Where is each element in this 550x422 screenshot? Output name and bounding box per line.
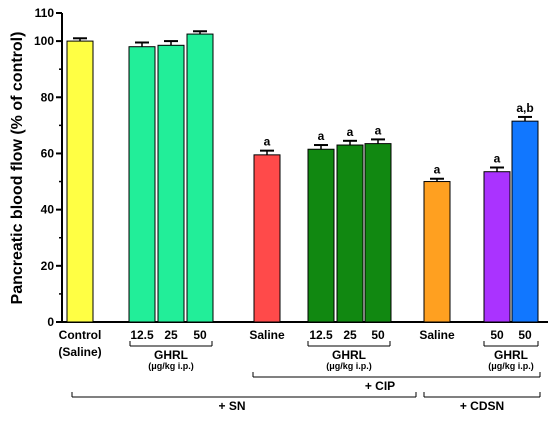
ghrl-label: GHRL xyxy=(494,348,528,362)
x-category-label: 12.5 xyxy=(130,328,154,342)
y-axis-label: Pancreatic blood flow (% of control) xyxy=(9,32,26,305)
bar xyxy=(307,148,335,323)
x-category-label: 50 xyxy=(371,328,385,342)
bar xyxy=(336,144,364,323)
y-tick-label: 60 xyxy=(41,146,55,160)
y-tick-label: 110 xyxy=(35,6,55,20)
significance-label: a xyxy=(434,163,441,177)
significance-label: a,b xyxy=(516,101,533,115)
significance-label: a xyxy=(375,123,382,137)
x-category-label-control: Control xyxy=(59,328,102,342)
ghrl-unit-label: (μg/kg i.p.) xyxy=(148,361,194,371)
bar xyxy=(66,40,94,323)
y-tick-label: 40 xyxy=(41,203,55,217)
x-category-label: 50 xyxy=(490,328,504,342)
bar xyxy=(253,154,281,323)
ghrl-unit-label: (μg/kg i.p.) xyxy=(326,361,372,371)
ghrl-unit-label: (μg/kg i.p.) xyxy=(488,361,534,371)
y-tick-label: 100 xyxy=(34,34,54,48)
x-category-label-control-sub: (Saline) xyxy=(58,345,101,359)
x-category-label: Saline xyxy=(419,328,455,342)
bar xyxy=(364,143,392,323)
bar xyxy=(128,46,156,323)
sn-label: + SN xyxy=(218,399,245,413)
ghrl-label: GHRL xyxy=(332,348,366,362)
bar xyxy=(483,171,511,323)
significance-label: a xyxy=(494,152,501,166)
significance-label: a xyxy=(318,129,325,143)
x-category-label: 12.5 xyxy=(309,328,333,342)
cdsn-label: + CDSN xyxy=(460,399,504,413)
x-category-label: 50 xyxy=(193,328,207,342)
x-category-label: 50 xyxy=(518,328,532,342)
x-category-label: 25 xyxy=(343,328,357,342)
y-tick-label: 80 xyxy=(41,90,55,104)
significance-label: a xyxy=(264,135,271,149)
bar xyxy=(423,181,451,323)
bar xyxy=(157,44,185,323)
y-tick-label: 20 xyxy=(41,259,55,273)
significance-label: a xyxy=(347,125,354,139)
y-tick-label: 0 xyxy=(47,315,54,329)
cip-label: + CIP xyxy=(365,379,395,393)
x-category-label: 25 xyxy=(164,328,178,342)
ghrl-label: GHRL xyxy=(154,348,188,362)
bar xyxy=(186,33,214,323)
x-category-label: Saline xyxy=(249,328,285,342)
bar xyxy=(511,120,539,323)
